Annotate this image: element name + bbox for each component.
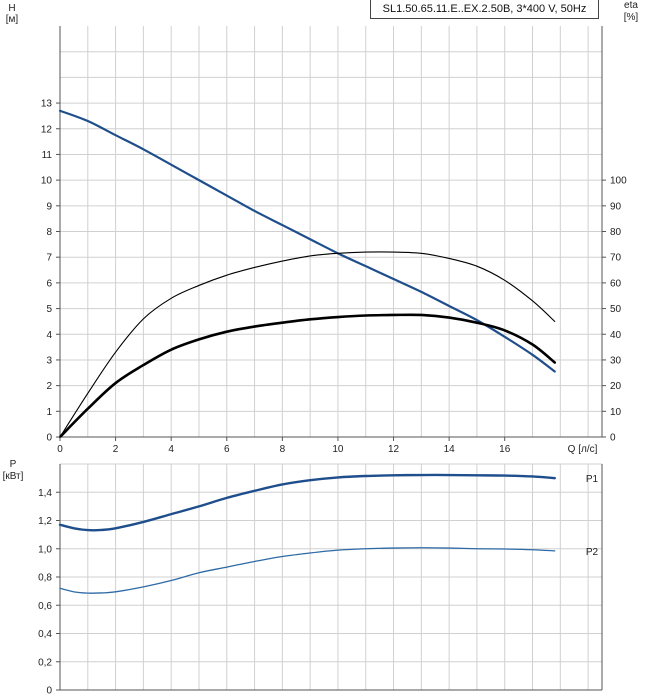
p-tick-label: 0,2 (38, 657, 52, 668)
h-axis-unit: [м] (6, 14, 19, 25)
y-tick-label: 3 (46, 355, 52, 366)
p-axis-unit: [кВт] (3, 471, 24, 482)
y-tick-label: 12 (41, 124, 53, 135)
p-tick-label: 0,6 (38, 601, 52, 612)
p1-curve (60, 475, 555, 530)
x-tick-label: 8 (280, 444, 286, 455)
eta-curve-thick (60, 315, 555, 437)
y-tick-label: 1 (46, 407, 52, 418)
y2-tick-label: 20 (610, 381, 622, 392)
y-tick-label: 11 (42, 150, 53, 161)
y-tick-label: 6 (46, 278, 52, 289)
p-axis-title: P (10, 459, 17, 470)
head-curve (60, 111, 555, 372)
y2-tick-label: 40 (610, 330, 622, 341)
y2-tick-label: 10 (610, 407, 622, 418)
p-tick-label: 1,0 (38, 544, 52, 555)
y2-tick-label: 60 (610, 278, 622, 289)
x-tick-label: 0 (57, 444, 63, 455)
p-tick-label: 0,8 (38, 573, 52, 584)
model-label: SL1.50.65.11.E..EX.2.50B, 3*400 V, 50Hz (370, 0, 599, 19)
p-tick-label: 0 (46, 686, 52, 697)
y2-tick-label: 100 (610, 176, 627, 187)
y2-tick-label: 80 (610, 227, 622, 238)
p2-curve (60, 548, 555, 593)
top-tick-labels: 0 2 4 6 8 10 12 14 16012345678910111213010203040… (41, 99, 627, 455)
p-tick-label: 1,4 (38, 488, 52, 499)
y-tick-label: 7 (46, 253, 52, 264)
axis-titles: H[м] eta[%] P[кВт] Q [л/с] (3, 0, 639, 482)
x-tick-label: 16 (499, 444, 511, 455)
bottom-grid (60, 464, 602, 690)
eta-axis-title: eta (624, 0, 638, 11)
bottom-tick-labels: 0 0,2 0,4 0,6 0,8 1,0 1,2 1,4 (38, 488, 60, 697)
q-axis-title: Q [л/с] (568, 444, 598, 455)
p2-label: P2 (586, 547, 599, 558)
y-tick-label: 4 (46, 330, 52, 341)
y2-tick-label: 30 (610, 355, 622, 366)
y2-tick-label: 90 (610, 201, 622, 212)
y2-tick-label: 70 (610, 253, 622, 264)
y-tick-label: 13 (41, 99, 53, 110)
y-tick-label: 10 (41, 176, 53, 187)
y-tick-label: 0 (46, 433, 52, 444)
p-tick-label: 1,2 (38, 516, 52, 527)
x-tick-label: 10 (332, 444, 344, 455)
y-tick-label: 9 (46, 201, 52, 212)
x-tick-label: 4 (168, 444, 174, 455)
y-tick-label: 8 (46, 227, 52, 238)
p1-label: P1 (586, 474, 599, 485)
x-tick-label: 6 (224, 444, 230, 455)
h-axis-title: H (8, 3, 15, 14)
top-grid (60, 26, 602, 437)
top-curves (60, 111, 555, 437)
eta-curve-thin (60, 252, 555, 437)
x-tick-label: 12 (388, 444, 400, 455)
x-tick-label: 2 (113, 444, 119, 455)
eta-axis-unit: [%] (624, 12, 639, 23)
x-tick-label: 14 (444, 444, 456, 455)
y-tick-label: 2 (46, 381, 52, 392)
y2-tick-label: 50 (610, 304, 622, 315)
p-tick-label: 0,4 (38, 629, 52, 640)
y-tick-label: 5 (46, 304, 52, 315)
y2-tick-label: 0 (610, 433, 616, 444)
